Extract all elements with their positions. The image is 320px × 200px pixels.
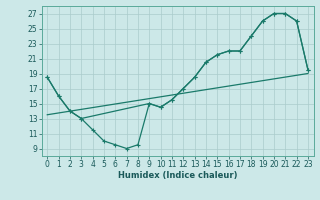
X-axis label: Humidex (Indice chaleur): Humidex (Indice chaleur) xyxy=(118,171,237,180)
